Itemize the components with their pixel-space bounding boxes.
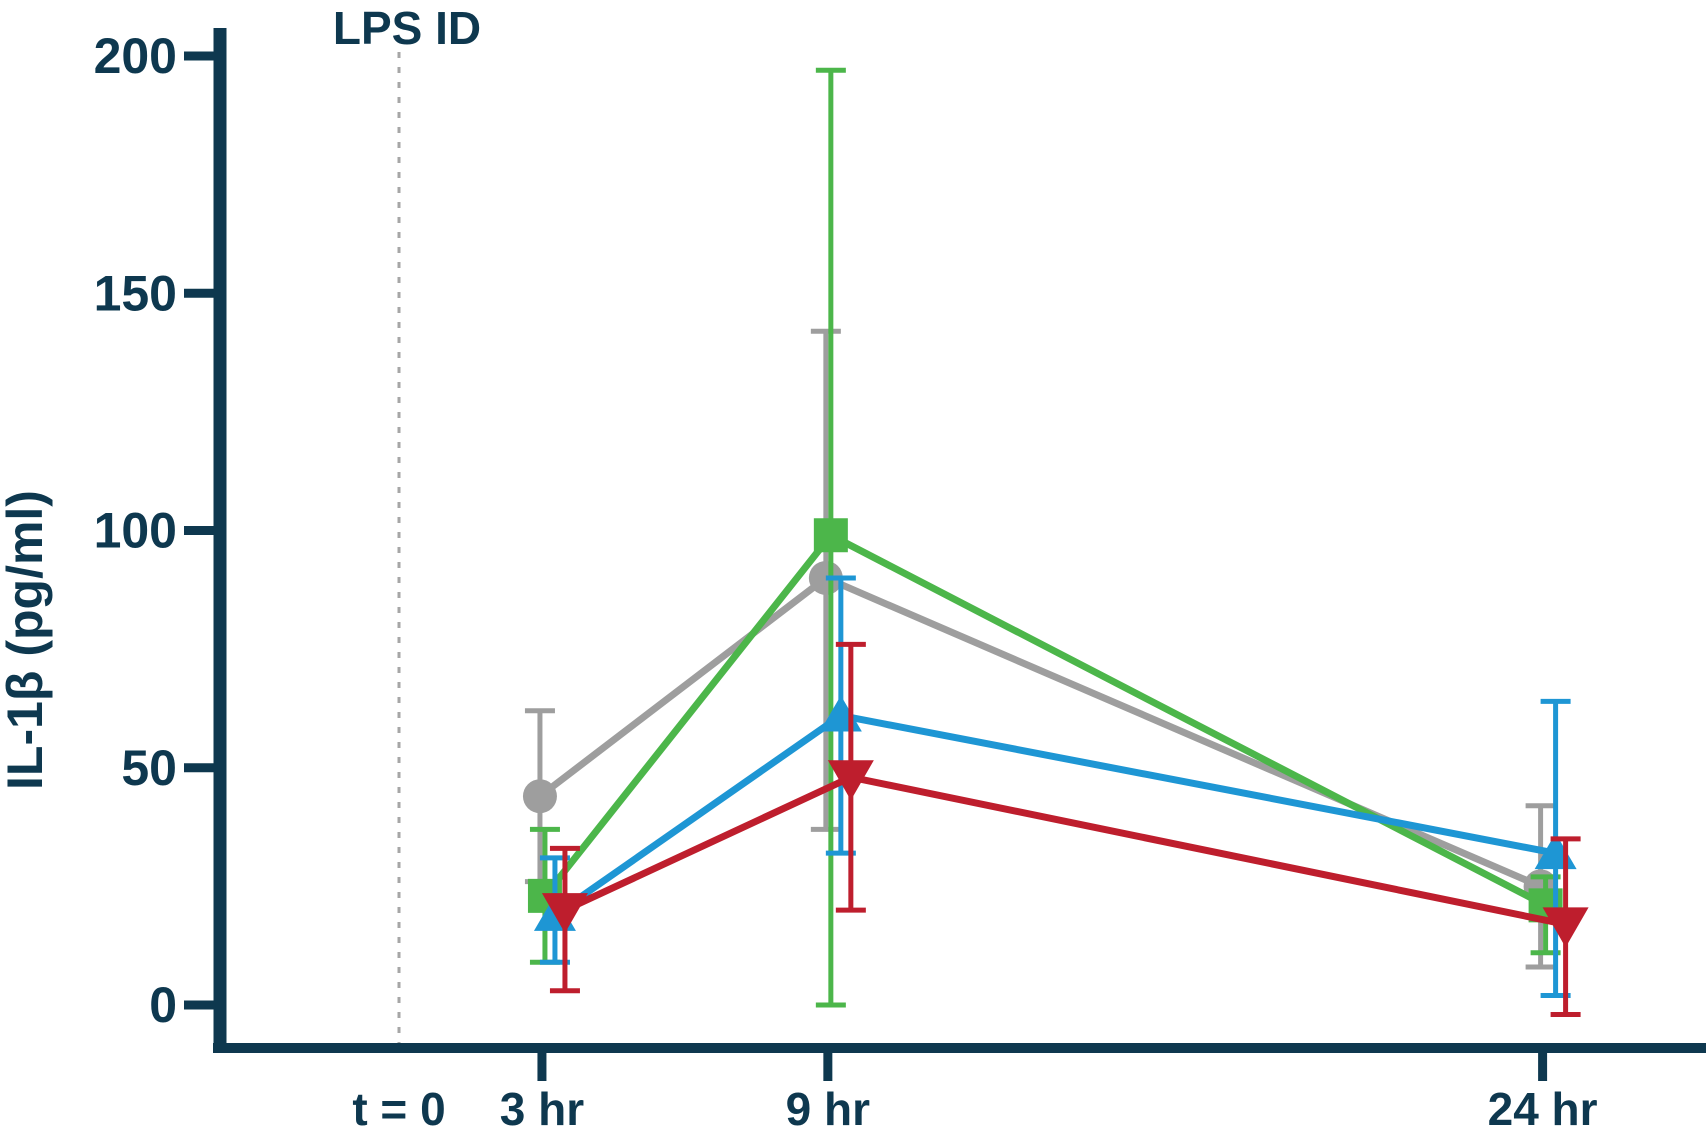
marker-triangle-down-red-triangle-down: [1542, 907, 1589, 948]
y-tick-label: 200: [94, 28, 177, 84]
y-axis-title: IL-1β (pg/ml): [0, 490, 53, 790]
baseline-label: t = 0: [352, 1083, 445, 1135]
y-tick-label: 0: [149, 977, 177, 1033]
y-tick-label: 50: [121, 740, 177, 796]
x-tick-label: 9 hr: [786, 1083, 870, 1135]
x-tick-label: 3 hr: [500, 1083, 584, 1135]
marker-square-green-square: [813, 518, 848, 553]
series-line-blue-triangle-up: [552, 711, 1557, 918]
x-tick-label: 24 hr: [1488, 1083, 1598, 1135]
series-line-gray-circle: [537, 573, 1542, 890]
lps-id-annotation: LPS ID: [333, 2, 481, 54]
y-tick-label: 100: [94, 503, 177, 559]
marker-circle-gray-circle: [522, 779, 557, 814]
y-tick-label: 150: [94, 265, 177, 321]
marker-triangle-down-red-triangle-down: [541, 893, 588, 934]
marker-triangle-down-red-triangle-down: [827, 760, 874, 801]
